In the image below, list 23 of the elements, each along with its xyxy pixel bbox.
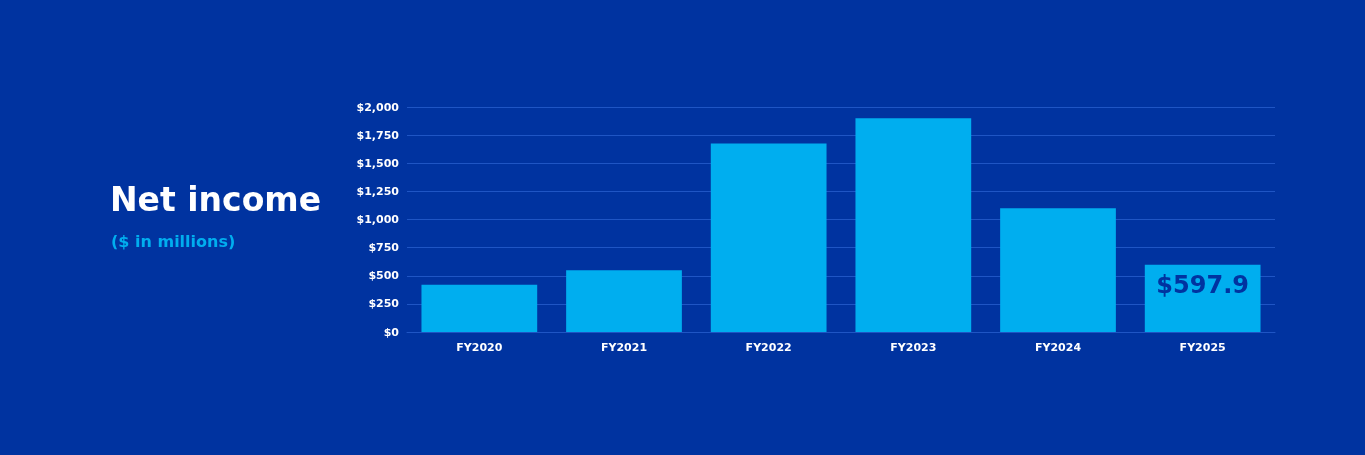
bar	[421, 284, 538, 332]
bar	[710, 143, 827, 332]
x-tick-label: FY2020	[456, 341, 503, 354]
x-tick-label: FY2021	[600, 341, 648, 354]
y-tick-label: $0	[383, 325, 400, 339]
x-tick-label: FY2025	[1179, 341, 1226, 354]
bar	[855, 118, 972, 332]
y-tick-label: $1,750	[356, 128, 400, 142]
text: Net income	[110, 180, 322, 219]
bar	[566, 270, 682, 332]
y-tick-label: $750	[368, 241, 400, 255]
y-tick-label: $250	[368, 297, 400, 311]
y-tick-label: $1,500	[356, 156, 400, 170]
x-tick-label: FY2023	[890, 341, 937, 354]
data-label: $597.9	[1156, 270, 1249, 299]
x-tick-label: FY2022	[745, 341, 792, 354]
text: ($ in millions)	[111, 231, 236, 251]
y-tick-label: $500	[368, 269, 400, 283]
y-tick-label: $2,000	[356, 100, 400, 114]
y-tick-label: $1,250	[356, 184, 400, 198]
y-tick-label: $1,000	[356, 213, 400, 226]
bar	[1000, 208, 1116, 332]
x-tick-label: FY2024	[1034, 341, 1082, 354]
